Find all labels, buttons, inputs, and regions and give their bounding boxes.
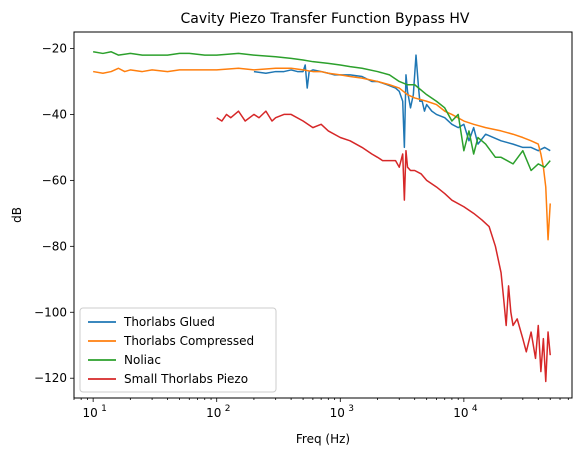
series-line-2 [93, 67, 551, 241]
series-layer [93, 51, 551, 383]
y-tick-label: −20 [42, 41, 67, 55]
legend: Thorlabs Glued Thorlabs Compressed Noliac S… [79, 307, 277, 393]
y-tick-label: −100 [34, 305, 67, 319]
series-line-4 [216, 110, 551, 383]
plot-frame [73, 31, 573, 399]
y-axis: −20 −40 −60 −80 −100 −120 [34, 41, 74, 385]
x-tick-label: 10 [330, 406, 345, 420]
legend-label: Noliac [124, 353, 161, 367]
x-tick-label: 10 [453, 406, 468, 420]
chart-title: Cavity Piezo Transfer Function Bypass HV [181, 11, 470, 27]
x-axis-label: Freq (Hz) [296, 432, 350, 446]
y-tick-label: −120 [34, 371, 67, 385]
y-axis-label: dB [10, 207, 24, 223]
x-tick-label: 10 [83, 406, 98, 420]
x-tick-exponent: 4 [472, 404, 478, 414]
legend-box [79, 307, 277, 393]
series-line-1 [253, 54, 551, 152]
series-line-3 [93, 51, 551, 172]
y-tick-label: −80 [42, 239, 67, 253]
legend-label: Small Thorlabs Piezo [124, 372, 248, 386]
x-tick-exponent: 3 [348, 404, 354, 414]
y-tick-label: −40 [42, 107, 67, 121]
x-axis: 10 1 10 2 10 3 10 4 [73, 398, 569, 420]
x-tick-exponent: 1 [101, 404, 107, 414]
x-tick-label: 10 [206, 406, 221, 420]
x-tick-exponent: 2 [225, 404, 231, 414]
legend-label: Thorlabs Compressed [123, 334, 254, 348]
legend-label: Thorlabs Glued [123, 315, 215, 329]
y-tick-label: −60 [42, 173, 67, 187]
